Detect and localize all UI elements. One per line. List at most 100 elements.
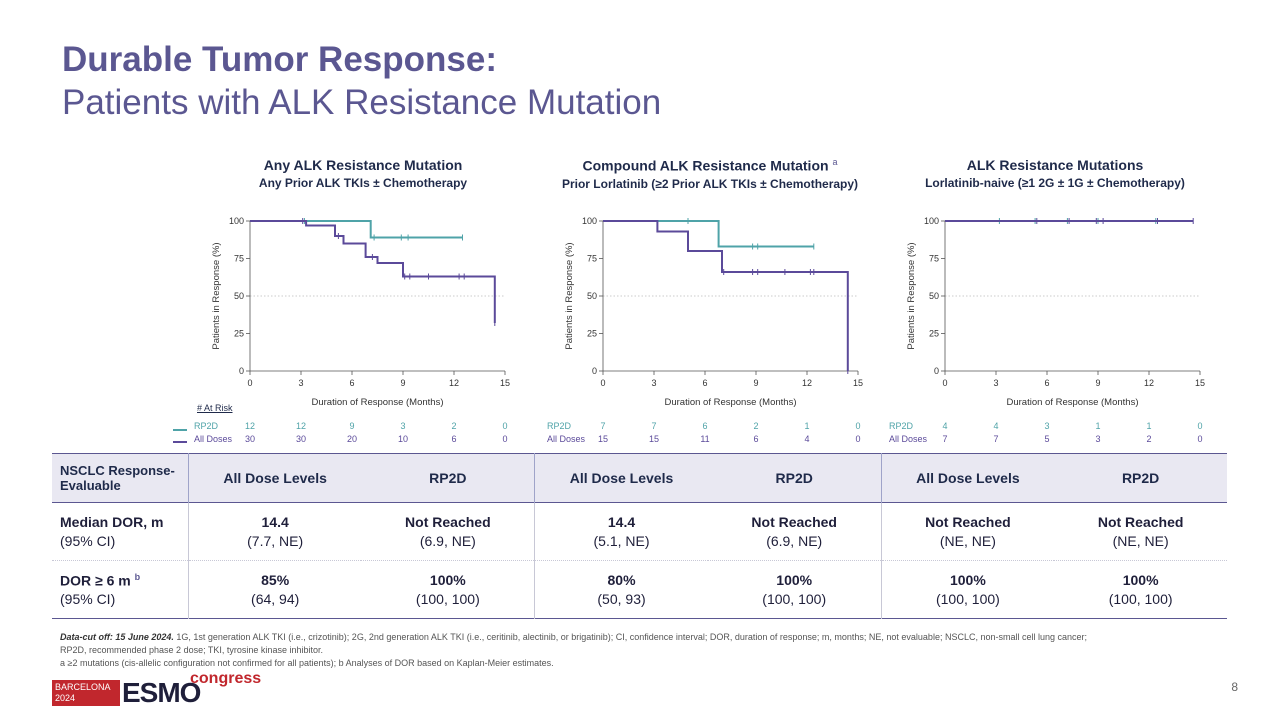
at-risk-label: All Doses — [194, 434, 233, 444]
x-tick-label: 15 — [500, 378, 510, 388]
x-tick-label: 12 — [449, 378, 459, 388]
row-label: Median DOR, m (95% CI) — [60, 514, 164, 549]
table-header-cell: All Dose Levels — [187, 453, 362, 503]
series-line-rp2d — [603, 220, 814, 248]
table-header-cell: RP2D — [1121, 470, 1160, 486]
at-risk-header: # At Risk — [197, 403, 233, 413]
y-tick-label: 25 — [234, 329, 244, 339]
at-risk-count: 1 — [804, 421, 810, 431]
y-tick-label: 75 — [587, 254, 597, 264]
x-tick-label: 12 — [1144, 378, 1154, 388]
footnote-line-3: a ≥2 mutations (cis-allelic configuratio… — [60, 658, 554, 668]
at-risk-count: 11 — [700, 434, 710, 444]
logo-city-badge: BARCELONA 2024 — [52, 680, 120, 706]
table-cell: 100% (100, 100) — [1108, 572, 1173, 607]
at-risk-label: All Doses — [547, 434, 586, 444]
at-risk-count: 30 — [295, 434, 306, 444]
at-risk-count: 0 — [1197, 421, 1203, 431]
at-risk-count: 3 — [1044, 421, 1050, 431]
km-plot-1: 0 25 50 75 100 0 3 6 9 12 15 Duration of Response (… — [211, 216, 510, 408]
y-tick-label: 0 — [934, 366, 939, 376]
x-tick-label: 0 — [600, 378, 605, 388]
at-risk-count: 7 — [942, 434, 948, 444]
table-cell: 80% (50, 93) — [534, 560, 708, 619]
at-risk-count: 12 — [295, 421, 306, 431]
legend-all-doses-line — [173, 441, 187, 443]
y-axis-label: Patients in Response (%) — [906, 242, 917, 349]
at-risk-count: 3 — [400, 421, 406, 431]
y-tick-label: 75 — [929, 254, 939, 264]
response-table: NSCLC Response- Evaluable All Dose Level… — [52, 453, 1227, 619]
x-tick-label: 9 — [753, 378, 758, 388]
at-risk-count: 1 — [1146, 421, 1152, 431]
at-risk-count: 4 — [804, 434, 810, 444]
y-tick-label: 0 — [239, 366, 244, 376]
page-number: 8 — [1231, 680, 1238, 694]
at-risk-count: 20 — [346, 434, 357, 444]
footnotes: Data-cut off: 15 June 2024. 1G, 1st gene… — [60, 631, 1220, 670]
table-header-label: NSCLC Response- Evaluable — [60, 463, 175, 493]
x-tick-label: 15 — [1195, 378, 1205, 388]
at-risk-count: 7 — [651, 421, 657, 431]
y-tick-label: 100 — [229, 216, 244, 226]
slide-subtitle: Patients with ALK Resistance Mutation — [62, 83, 662, 122]
at-risk-table-3: RP2D 4 4 3 1 1 0 All Doses 7 7 5 3 2 0 — [889, 420, 1220, 450]
at-risk-count: 10 — [397, 434, 408, 444]
table-cell: Not Reached (NE, NE) — [1097, 514, 1184, 549]
km-plot-2: 0 25 50 75 100 0 3 6 9 12 15 Duration of Response (… — [564, 216, 863, 408]
x-tick-label: 9 — [1095, 378, 1100, 388]
table-cell: Not Reached (6.9, NE) — [751, 514, 837, 549]
at-risk-count: 7 — [993, 434, 999, 444]
x-axis-label: Duration of Response (Months) — [311, 397, 443, 408]
table-cell: 100% (100, 100) — [880, 560, 1055, 619]
at-risk-label: All Doses — [889, 434, 928, 444]
at-risk-count: 0 — [502, 434, 508, 444]
table-cell: 100% (100, 100) — [415, 572, 480, 607]
panel-title-3: ALK Resistance Mutations Lorlatinib-naiv… — [875, 157, 1235, 190]
y-tick-label: 100 — [582, 216, 597, 226]
at-risk-count: 15 — [597, 434, 608, 444]
series-line-all-doses — [603, 220, 849, 371]
table-header-cell: RP2D — [775, 470, 813, 486]
at-risk-count: 2 — [451, 421, 457, 431]
y-tick-label: 75 — [234, 254, 244, 264]
x-tick-label: 6 — [349, 378, 354, 388]
table-header-cell: All Dose Levels — [534, 453, 708, 503]
at-risk-count: 5 — [1044, 434, 1050, 444]
x-tick-label: 6 — [702, 378, 707, 388]
at-risk-table-1: RP2D 12 12 9 3 2 0 All Doses 30 30 20 10 6 0 — [194, 420, 525, 450]
at-risk-count: 9 — [349, 421, 355, 431]
y-tick-label: 50 — [587, 291, 597, 301]
y-tick-label: 0 — [592, 366, 597, 376]
table-cell: Not Reached (6.9, NE) — [405, 514, 491, 549]
at-risk-count: 1 — [1095, 421, 1101, 431]
at-risk-label: RP2D — [889, 421, 914, 431]
x-axis-label: Duration of Response (Months) — [1006, 397, 1138, 408]
at-risk-count: 4 — [942, 421, 948, 431]
x-tick-label: 3 — [993, 378, 998, 388]
at-risk-count: 7 — [600, 421, 606, 431]
footnote-line-2: RP2D, recommended phase 2 dose; TKI, tyr… — [60, 645, 323, 655]
footnote-marker-a: a — [832, 157, 838, 167]
x-tick-label: 15 — [853, 378, 863, 388]
x-tick-label: 0 — [247, 378, 252, 388]
panel-title-1: Any ALK Resistance Mutation Any Prior AL… — [183, 157, 543, 190]
at-risk-count: 6 — [702, 421, 708, 431]
panel-1-subheading: Any Prior ALK TKIs ± Chemotherapy — [258, 176, 468, 190]
footnote-marker-b: b — [134, 571, 141, 582]
x-tick-label: 3 — [298, 378, 303, 388]
at-risk-count: 0 — [502, 421, 508, 431]
y-tick-label: 25 — [587, 329, 597, 339]
at-risk-count: 4 — [993, 421, 999, 431]
y-tick-label: 50 — [234, 291, 244, 301]
logo-brand: ESMO — [122, 677, 201, 708]
at-risk-count: 6 — [753, 434, 759, 444]
x-axis-label: Duration of Response (Months) — [664, 397, 796, 408]
table-row: DOR ≥ 6 m b (95% CI) 85% (64, 94) 100% (100… — [52, 560, 1227, 619]
at-risk-count: 0 — [855, 421, 861, 431]
at-risk-count: 12 — [244, 421, 255, 431]
panel-title-2: Compound ALK Resistance Mutation a Prior… — [530, 157, 890, 191]
table-row: Median DOR, m (95% CI) 14.4 (7.7, NE) Not … — [52, 502, 1227, 561]
footnote-line-1: Data-cut off: 15 June 2024. 1G, 1st gene… — [60, 632, 1088, 642]
x-tick-label: 12 — [802, 378, 812, 388]
